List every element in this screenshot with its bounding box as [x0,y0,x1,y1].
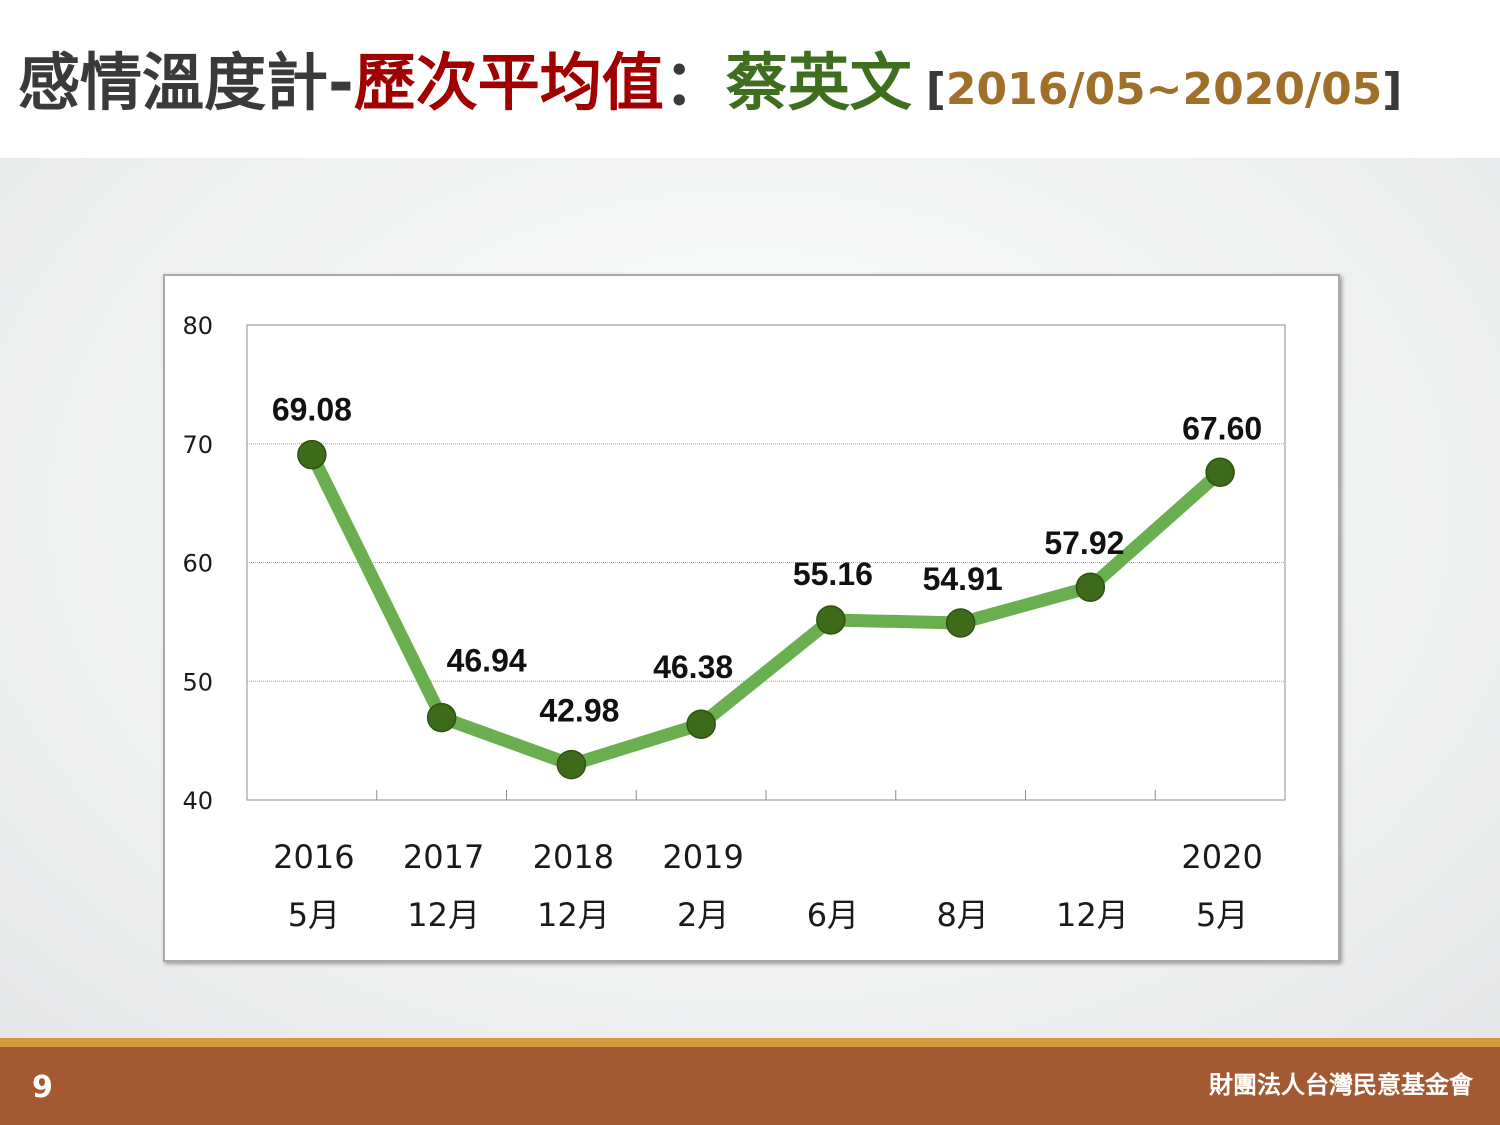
y-tick-label: 40 [182,787,213,815]
title-main: 感情溫度計 [18,46,329,119]
line-chart: 40 50 60 70 80 2016 5月 2017 12月 2018 12月 2019 2月 6月 8月… [182,312,1286,934]
title-date-range: [2016/05~2020/05] [926,64,1403,115]
data-label: 55.16 [793,556,873,592]
x-category-month-label: 8月 [936,896,988,934]
x-category-month-label: 2月 [677,896,729,934]
x-category-month-label: 5月 [1196,896,1248,934]
title-metric: 歷次平均值 [353,46,664,119]
title-person: 蔡英文 [725,46,912,119]
y-tick-label: 70 [182,431,213,459]
range-open-bracket: [ [925,64,946,115]
data-label: 69.08 [272,392,352,428]
y-tick-label: 80 [182,312,213,340]
footer-bar [0,1047,1500,1125]
footer-stripe [0,1038,1500,1047]
x-category-month-label: 12月 [537,896,610,934]
x-category-year-label: 2020 [1181,838,1262,876]
range-close-bracket: ] [1382,64,1403,115]
x-category-year-label: 2017 [403,838,484,876]
data-label: 46.38 [653,649,733,685]
x-category-month-label: 6月 [807,896,859,934]
x-category-month-label: 12月 [1056,896,1129,934]
data-point-marker [426,702,457,733]
data-point-marker [816,605,846,635]
x-category-year-label: 2016 [273,838,354,876]
range-text: 2016/05~2020/05 [945,64,1383,115]
data-label: 42.98 [539,693,619,729]
data-label: 57.92 [1044,525,1124,561]
organization-name: 財團法人台灣民意基金會 [1209,1071,1473,1099]
x-category-month-label: 12月 [407,896,480,934]
x-category-year-label: 2018 [533,838,614,876]
data-point-marker [1205,457,1235,487]
data-label: 54.91 [923,561,1003,597]
data-point-marker [945,608,976,638]
data-point-marker [1075,572,1106,602]
y-tick-label: 60 [182,550,213,578]
title-separator: - [328,46,354,119]
title-bar [0,0,1500,158]
x-category-month-label: 5月 [288,896,340,934]
data-point-marker [686,709,716,739]
chart-frame [163,274,1340,962]
y-tick-label: 50 [182,668,213,696]
data-label: 46.94 [447,643,527,679]
series-line [305,448,1227,772]
x-category-year-label: 2019 [662,838,743,876]
title-colon: ： [663,46,726,119]
slide-title: 感情溫度計-歷次平均值：蔡英文 [2016/05~2020/05] [18,38,1402,135]
data-point-marker [297,439,327,470]
data-label: 67.60 [1182,410,1262,446]
data-point-marker [556,749,587,780]
page-number: 9 [32,1070,53,1105]
